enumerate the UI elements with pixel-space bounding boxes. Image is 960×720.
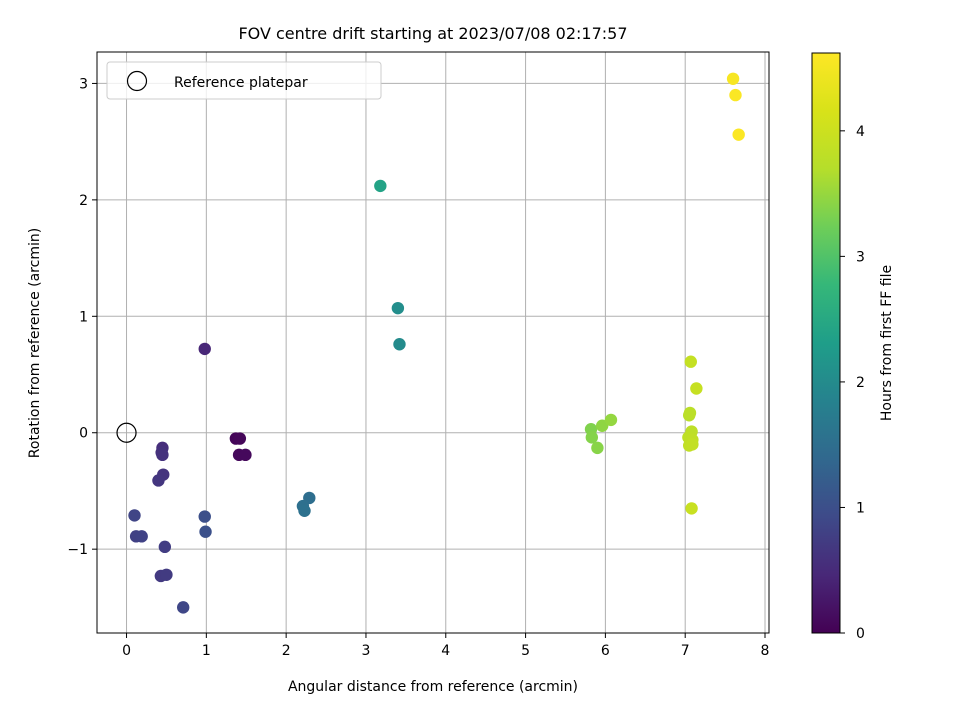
x-tick-label: 6 [601, 643, 610, 659]
plot-frame [96, 51, 770, 634]
y-tick-label: −1 [67, 542, 88, 558]
y-axis-label: Rotation from reference (arcmin) [27, 228, 43, 458]
x-tick-label: 2 [282, 643, 291, 659]
data-point [595, 419, 609, 432]
colorbar-tick-label: 2 [856, 375, 865, 391]
data-point [686, 438, 699, 451]
data-point [128, 509, 141, 522]
x-axis-label: Angular distance from reference (arcmin) [288, 679, 578, 695]
data-point [152, 474, 165, 487]
data-point [604, 413, 618, 427]
legend-box [106, 61, 382, 100]
data-point [585, 431, 599, 444]
colorbar-tick-label: 4 [856, 124, 865, 140]
data-point [685, 502, 698, 515]
colorbar-tick-label: 0 [856, 626, 865, 642]
colorbar-label: Hours from first FF file [879, 265, 895, 421]
data-point [156, 448, 169, 462]
colorbar-gradient [811, 52, 841, 634]
colorbar-ticks: 0 1 2 3 4 [840, 124, 865, 642]
y-tick-label: 0 [79, 426, 88, 442]
data-point [684, 355, 697, 368]
data-point [591, 441, 604, 455]
data-point [298, 504, 311, 517]
data-point [199, 525, 212, 538]
data-point [729, 88, 742, 102]
colorbar: 0 1 2 3 4 Hours from first FF file [811, 52, 895, 642]
data-point [683, 406, 697, 420]
data-point [391, 301, 405, 315]
data-point [176, 601, 190, 614]
data-point [374, 179, 387, 193]
legend-entry-reference: Reference platepar [174, 75, 308, 91]
data-point [239, 448, 252, 462]
plot-area: 0 1 2 3 4 5 6 7 8 −1 0 1 2 3 [67, 51, 770, 659]
data-point [732, 128, 745, 141]
x-tick-label: 7 [681, 643, 690, 659]
chart-title: FOV centre drift starting at 2023/07/08 … [238, 24, 627, 43]
x-tick-label: 5 [521, 643, 530, 659]
legend-marker-icon [126, 70, 148, 92]
data-point [198, 510, 211, 523]
data-points [128, 72, 745, 614]
x-axis-ticks: 0 1 2 3 4 5 6 7 8 [122, 633, 769, 659]
colorbar-tick-label: 3 [856, 249, 865, 265]
x-tick-label: 0 [122, 643, 131, 659]
data-point [726, 72, 740, 85]
x-tick-label: 3 [361, 643, 370, 659]
y-tick-label: 3 [79, 76, 88, 92]
data-point [233, 432, 247, 445]
data-point [158, 540, 172, 554]
legend: Reference platepar [106, 61, 382, 100]
grid [97, 52, 769, 633]
data-point [135, 530, 148, 543]
y-tick-label: 2 [79, 193, 88, 209]
x-tick-label: 4 [441, 643, 450, 659]
data-point [690, 382, 703, 395]
data-point [393, 338, 406, 351]
y-tick-label: 1 [79, 309, 88, 325]
reference-point-marker [116, 422, 137, 443]
x-tick-label: 8 [761, 643, 770, 659]
reference-marker-layer [116, 422, 137, 443]
x-tick-label: 1 [202, 643, 211, 659]
data-point [198, 342, 211, 356]
data-point [160, 568, 173, 581]
y-axis-ticks: −1 0 1 2 3 [67, 76, 97, 558]
colorbar-tick-label: 1 [856, 500, 865, 516]
